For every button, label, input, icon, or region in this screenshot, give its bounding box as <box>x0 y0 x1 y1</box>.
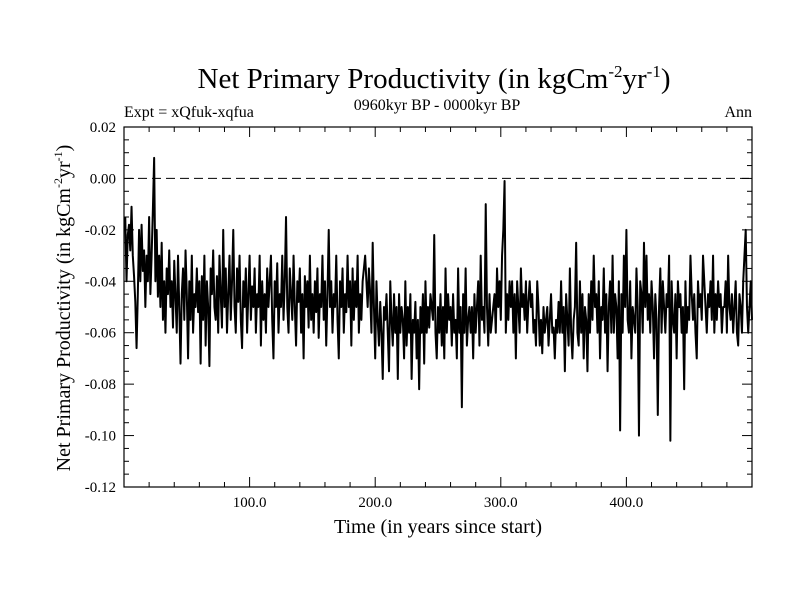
x-tick-label: 400.0 <box>610 495 644 511</box>
plot-frame <box>123 126 753 488</box>
y-tick-label: 0.02 <box>90 120 116 136</box>
x-tick-label: 100.0 <box>233 495 267 511</box>
x-tick-label: 200.0 <box>358 495 392 511</box>
y-tick-label: -0.06 <box>85 326 117 342</box>
y-tick-label: -0.02 <box>85 223 116 239</box>
x-tick-label: 300.0 <box>484 495 518 511</box>
chart-title: Net Primary Productivity (in kgCm-2yr-1) <box>198 62 671 95</box>
y-axis-label: Net Primary Productivity (in kgCm-2yr-1) <box>51 145 75 472</box>
subtitle-experiment: Expt = xQfuk-xqfua <box>124 104 254 121</box>
axis-tick-labels: 0.02 0.00 -0.02 -0.04 -0.06 -0.08 -0.10 -0.12 10… <box>85 120 644 511</box>
y-tick-label: -0.12 <box>85 480 116 496</box>
subtitle-period: 0960kyr BP - 0000kyr BP <box>354 97 521 114</box>
y-tick-label: -0.04 <box>85 274 117 290</box>
y-tick-label: -0.10 <box>85 429 116 445</box>
y-tick-label: -0.08 <box>85 377 116 393</box>
subtitle-season: Ann <box>724 104 752 121</box>
series-line-npp <box>124 156 753 442</box>
y-tick-label: 0.00 <box>90 171 116 187</box>
x-axis-label: Time (in years since start) <box>334 516 542 538</box>
